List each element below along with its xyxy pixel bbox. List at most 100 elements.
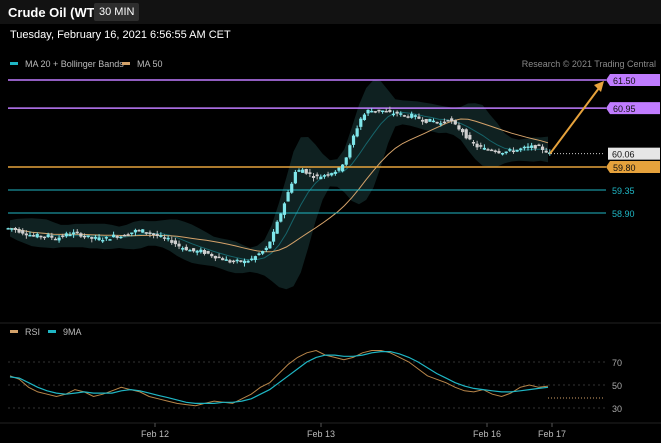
candle-body (199, 249, 203, 253)
candle-body (115, 236, 119, 238)
candle-body (217, 256, 221, 259)
rsi-legend-swatch (10, 330, 18, 333)
candle-body (166, 237, 170, 240)
candle-body (231, 260, 236, 263)
candle-body (439, 123, 443, 125)
candle-body (522, 146, 526, 149)
candle-body (326, 174, 330, 176)
level-label: 60.95 (613, 104, 636, 114)
candle-body (151, 233, 156, 236)
candle-body (253, 256, 257, 260)
candle-body (450, 118, 454, 122)
projection-arrow (549, 87, 600, 155)
ma50-legend-swatch (122, 62, 130, 65)
candle-body (82, 235, 87, 238)
x-tick-label: Feb 12 (141, 429, 169, 439)
rsi-tick-label: 30 (612, 404, 622, 414)
candle-body (242, 260, 247, 264)
candle-body (133, 229, 138, 233)
candle-body (235, 259, 239, 262)
candle-body (32, 235, 36, 237)
ma50-line (9, 118, 549, 253)
candle-body (468, 134, 472, 140)
candle-body (493, 150, 497, 152)
candle-body (515, 149, 519, 152)
candle-body (337, 167, 341, 171)
candle-body (355, 128, 359, 137)
ma50-legend-label: MA 50 (137, 59, 163, 69)
current-price-tag (608, 147, 660, 160)
candle-body (282, 203, 287, 215)
x-tick-label: Feb 17 (538, 429, 566, 439)
candle-body (508, 149, 512, 151)
candle-body (213, 255, 217, 259)
candle-body (195, 250, 199, 253)
x-tick-label: Feb 16 (473, 429, 501, 439)
candle-body (104, 237, 108, 239)
candle-body (384, 110, 388, 113)
candle-body (250, 258, 254, 261)
candle-body (21, 230, 25, 234)
bollinger-band-fill (10, 80, 548, 290)
rsi-ma-line (9, 351, 549, 404)
candle-body (406, 116, 410, 118)
candle-body (50, 235, 54, 238)
level-tag (606, 160, 660, 173)
candle-body (257, 253, 261, 255)
candle-body (246, 260, 250, 263)
candle-body (202, 250, 207, 254)
credit-label: Research © 2021 Trading Central (522, 59, 656, 69)
candle-body (108, 239, 112, 241)
bands-legend-swatch (10, 62, 18, 65)
candle-body (399, 113, 403, 115)
candle-body (304, 169, 308, 174)
candle-body (53, 238, 58, 241)
candle-body (431, 120, 436, 123)
candle-body (460, 129, 465, 133)
candle-body (93, 237, 98, 239)
level-tag (606, 74, 660, 86)
rsi-ma-legend-swatch (48, 330, 56, 333)
candle-body (141, 229, 145, 233)
candle-body (381, 110, 385, 112)
candle-body (148, 232, 152, 234)
candle-body (6, 228, 10, 230)
candle-body (420, 119, 425, 122)
candle-body (322, 175, 327, 177)
candle-body (413, 115, 417, 117)
candle-body (112, 234, 116, 238)
candle-body (486, 149, 490, 151)
level-label: 61.50 (613, 76, 636, 86)
candle-body (471, 142, 476, 144)
candle-body (482, 147, 486, 150)
candle-body (359, 118, 363, 127)
level-label: 59.35 (612, 186, 635, 196)
candle-body (388, 110, 392, 113)
candle-body (279, 213, 283, 222)
candle-body (170, 240, 174, 243)
candle-body (86, 235, 90, 237)
candle-body (137, 230, 141, 232)
candle-body (308, 172, 312, 174)
timeframe-button[interactable]: 30 MIN (94, 3, 140, 21)
candle-body (184, 246, 188, 251)
candles-group (6, 106, 552, 267)
candle-body (366, 109, 370, 114)
candle-body (221, 258, 225, 261)
candle-body (155, 234, 159, 237)
candle-body (239, 260, 243, 262)
candle-body (417, 116, 421, 119)
candle-body (159, 235, 163, 237)
candle-body (90, 236, 94, 239)
candle-body (344, 157, 348, 165)
candle-body (333, 171, 337, 174)
candle-body (144, 232, 148, 234)
candle-body (297, 170, 301, 172)
candle-body (173, 240, 177, 245)
candle-body (57, 237, 61, 241)
rsi-line (9, 349, 549, 407)
header-bar: Crude Oil (WTI) 30 MIN (0, 0, 661, 24)
candle-body (17, 228, 21, 233)
candle-body (519, 148, 523, 150)
